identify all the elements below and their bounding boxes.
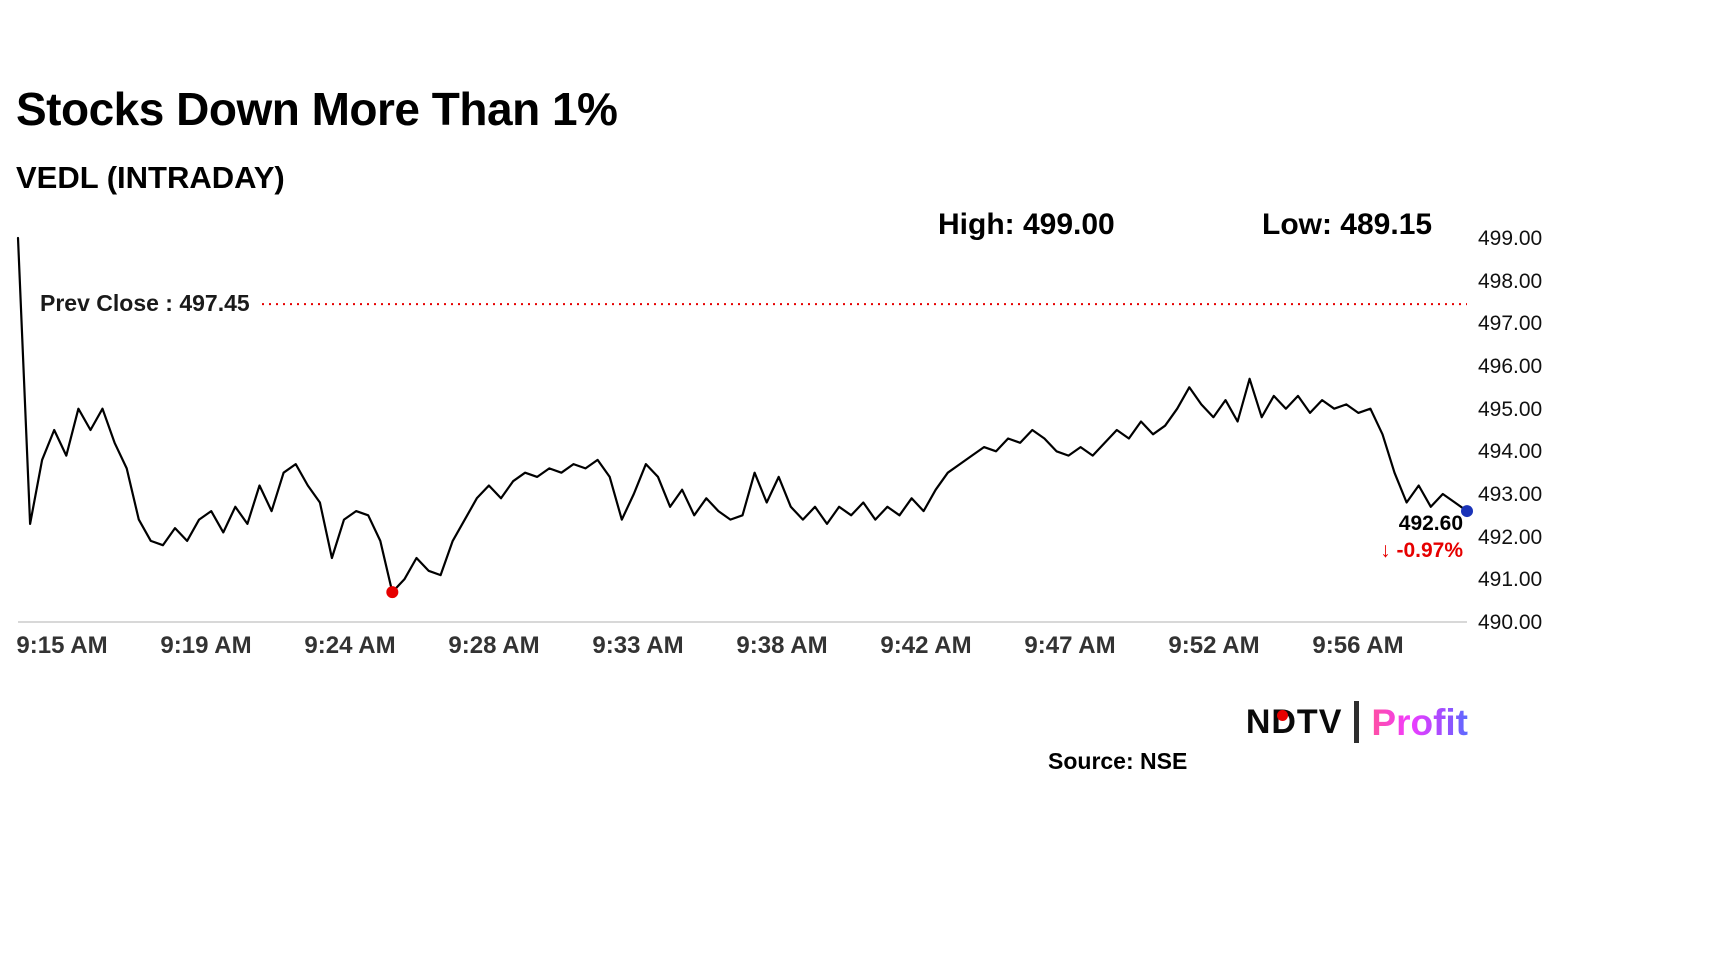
profit-logo-text: Profit [1371,701,1468,743]
x-axis-label: 9:28 AM [448,632,540,659]
y-tick-label: 498.00 [1478,269,1543,293]
x-axis-label: 9:15 AM [16,632,108,659]
y-tick-label: 494.00 [1478,440,1543,464]
source-attribution: Source: NSE [1048,748,1188,774]
y-tick-label: 491.00 [1478,568,1543,592]
y-tick-label: 490.00 [1478,611,1543,634]
x-axis-label: 9:33 AM [592,632,684,659]
y-tick-label: 495.00 [1478,397,1543,421]
y-tick-label: 497.00 [1478,312,1543,336]
chart-subtitle: VEDL (INTRADAY) [16,160,285,195]
price-line [16,236,1469,594]
ndtv-logo-red-dot-icon [1276,710,1288,721]
ndtv-logo-text: NDTV [1245,703,1343,741]
high-value-label: High: 499.00 [938,208,1115,241]
min-point-dot [386,586,399,599]
ndtv-profit-logo: NDTV Profit [1246,698,1468,746]
x-axis-label: 9:42 AM [880,632,972,659]
x-axis-label: 9:19 AM [160,632,252,659]
x-axis-label: 9:47 AM [1024,632,1116,659]
y-tick-label: 496.00 [1478,355,1543,378]
page-title: Stocks Down More Than 1% [16,83,618,135]
y-tick-label: 493.00 [1478,483,1543,506]
x-axis-label: 9:24 AM [304,632,396,659]
prev-close-label: Prev Close : 497.45 [40,292,258,315]
y-tick-label: 492.00 [1478,525,1543,549]
x-axis-label: 9:38 AM [736,632,828,659]
y-tick-label: 499.00 [1478,227,1543,250]
x-axis-label: 9:56 AM [1312,632,1404,659]
last-price-annotation: 492.60 [1398,512,1463,535]
last-point-dot [1461,505,1473,518]
x-axis-label: 9:52 AM [1168,632,1260,659]
change-percent-annotation: ↓ -0.97% [1380,539,1463,562]
logo-separator-bar [1354,701,1360,743]
low-value-label: Low: 489.15 [1262,208,1433,241]
